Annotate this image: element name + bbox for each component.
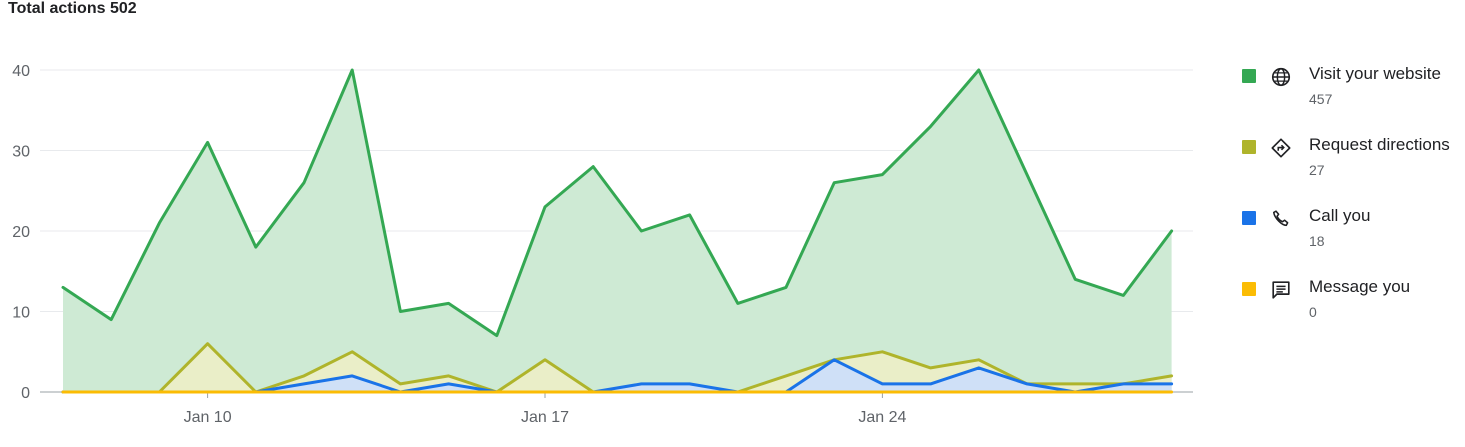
series-line — [61, 68, 1174, 338]
legend-count: 457 — [1309, 91, 1333, 107]
globe-icon — [1271, 67, 1291, 87]
legend-label: Visit your website — [1309, 64, 1441, 83]
chart-title: Total actions 502 — [8, 0, 137, 17]
legend-label: Request directions — [1309, 135, 1450, 154]
phone-icon — [1272, 210, 1289, 227]
legend-swatch — [1242, 140, 1256, 154]
message-icon — [1272, 281, 1290, 299]
directions-icon — [1271, 138, 1291, 158]
legend-item-call-you[interactable]: Call you 18 — [1240, 206, 1465, 277]
series-area — [63, 70, 1172, 392]
legend-count: 18 — [1309, 233, 1325, 249]
legend-label: Message you — [1309, 277, 1411, 296]
y-tick-label: 20 — [12, 224, 30, 241]
legend-swatch — [1242, 69, 1256, 83]
legend-label: Call you — [1309, 206, 1371, 225]
legend-swatch — [1242, 211, 1256, 225]
x-tick-label: Jan 17 — [521, 409, 569, 426]
legend-item-visit-website[interactable]: Visit your website 457 — [1240, 64, 1465, 135]
x-tick-label: Jan 24 — [858, 409, 906, 426]
y-tick-label: 40 — [12, 63, 30, 80]
x-tick-label: Jan 10 — [184, 409, 232, 426]
legend-item-message-you[interactable]: Message you 0 — [1240, 277, 1465, 348]
y-tick-label: 30 — [12, 144, 30, 161]
legend-swatch — [1242, 282, 1256, 296]
legend-count: 27 — [1309, 162, 1325, 178]
actions-chart: 0 10 20 30 40 Jan 10 Jan 17 Jan 24 — [12, 63, 1193, 426]
legend-count: 0 — [1309, 304, 1317, 320]
y-tick-label: 10 — [12, 305, 30, 322]
legend: Visit your website 457 Request direction… — [1240, 64, 1465, 348]
y-tick-label: 0 — [21, 385, 30, 402]
legend-item-request-directions[interactable]: Request directions 27 — [1240, 135, 1465, 206]
